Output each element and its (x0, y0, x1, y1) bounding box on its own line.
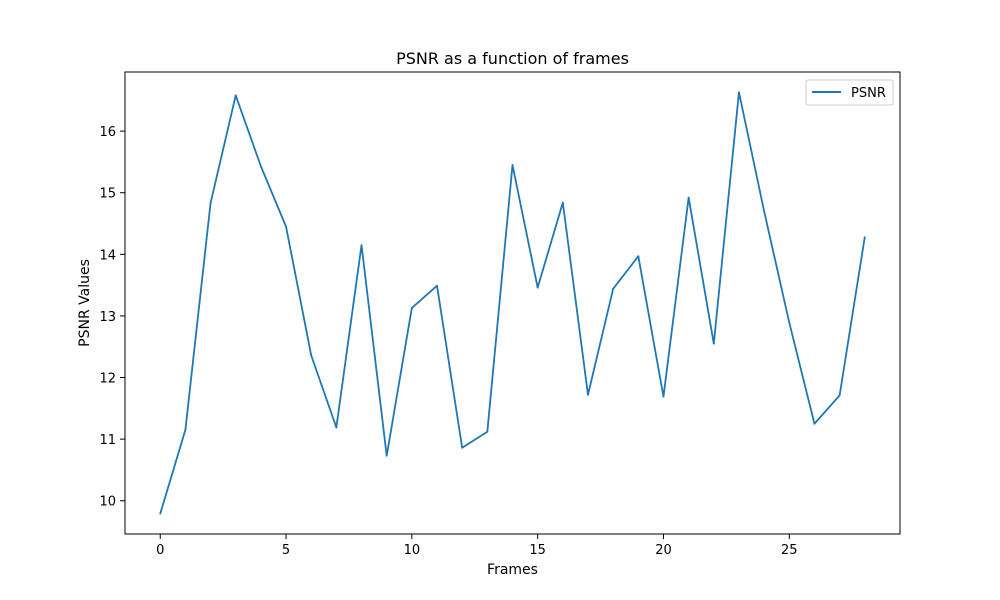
data-point (738, 91, 740, 94)
y-tick-label: 12 (99, 372, 116, 387)
y-tick-label: 16 (99, 125, 116, 140)
data-point (259, 165, 262, 168)
legend-label-psnr: PSNR (851, 86, 886, 101)
data-point (662, 395, 665, 398)
y-tick-label: 10 (99, 495, 116, 510)
x-tick-label: 0 (156, 543, 164, 558)
x-tick-label: 15 (529, 543, 546, 558)
y-tick-label: 13 (99, 310, 116, 325)
y-tick-label: 11 (99, 433, 116, 448)
data-point (763, 210, 766, 213)
data-point (788, 321, 791, 324)
data-point (234, 94, 237, 97)
data-point (385, 454, 388, 457)
data-point (310, 354, 313, 357)
x-tick-label: 10 (404, 543, 421, 558)
legend: PSNR (805, 79, 894, 106)
data-point (436, 284, 438, 287)
x-axis-title: Frames (487, 562, 538, 578)
data-point (712, 342, 715, 345)
data-point (838, 394, 841, 397)
data-point (461, 446, 464, 449)
data-point (285, 225, 287, 228)
data-point (335, 426, 338, 429)
x-tick-label: 25 (781, 543, 798, 558)
legend-box (805, 79, 894, 106)
data-point (360, 244, 363, 246)
data-point (612, 287, 615, 290)
line-layer (159, 91, 866, 515)
x-tick-label: 20 (655, 543, 672, 558)
data-point (159, 512, 162, 515)
data-point (486, 430, 489, 433)
y-axis-title: PSNR Values (77, 259, 93, 347)
data-point (410, 307, 413, 309)
y-tick-label: 14 (99, 248, 116, 263)
chart-title: PSNR as a function of frames (396, 49, 629, 68)
data-point (184, 428, 187, 431)
data-point (561, 201, 564, 204)
data-point (863, 236, 866, 238)
data-point (209, 202, 212, 205)
data-point (637, 255, 640, 258)
data-point (687, 196, 690, 199)
data-point (536, 286, 539, 289)
axis-layer: 0 5 10 15 20 25 10 11 12 13 14 15 16 (99, 125, 797, 558)
y-tick-label: 15 (99, 187, 116, 202)
x-tick-label: 5 (282, 543, 290, 558)
data-point (511, 164, 514, 166)
data-point (587, 393, 589, 396)
plot-background (125, 72, 900, 534)
data-point (813, 422, 816, 425)
plot-frame (124, 71, 901, 535)
